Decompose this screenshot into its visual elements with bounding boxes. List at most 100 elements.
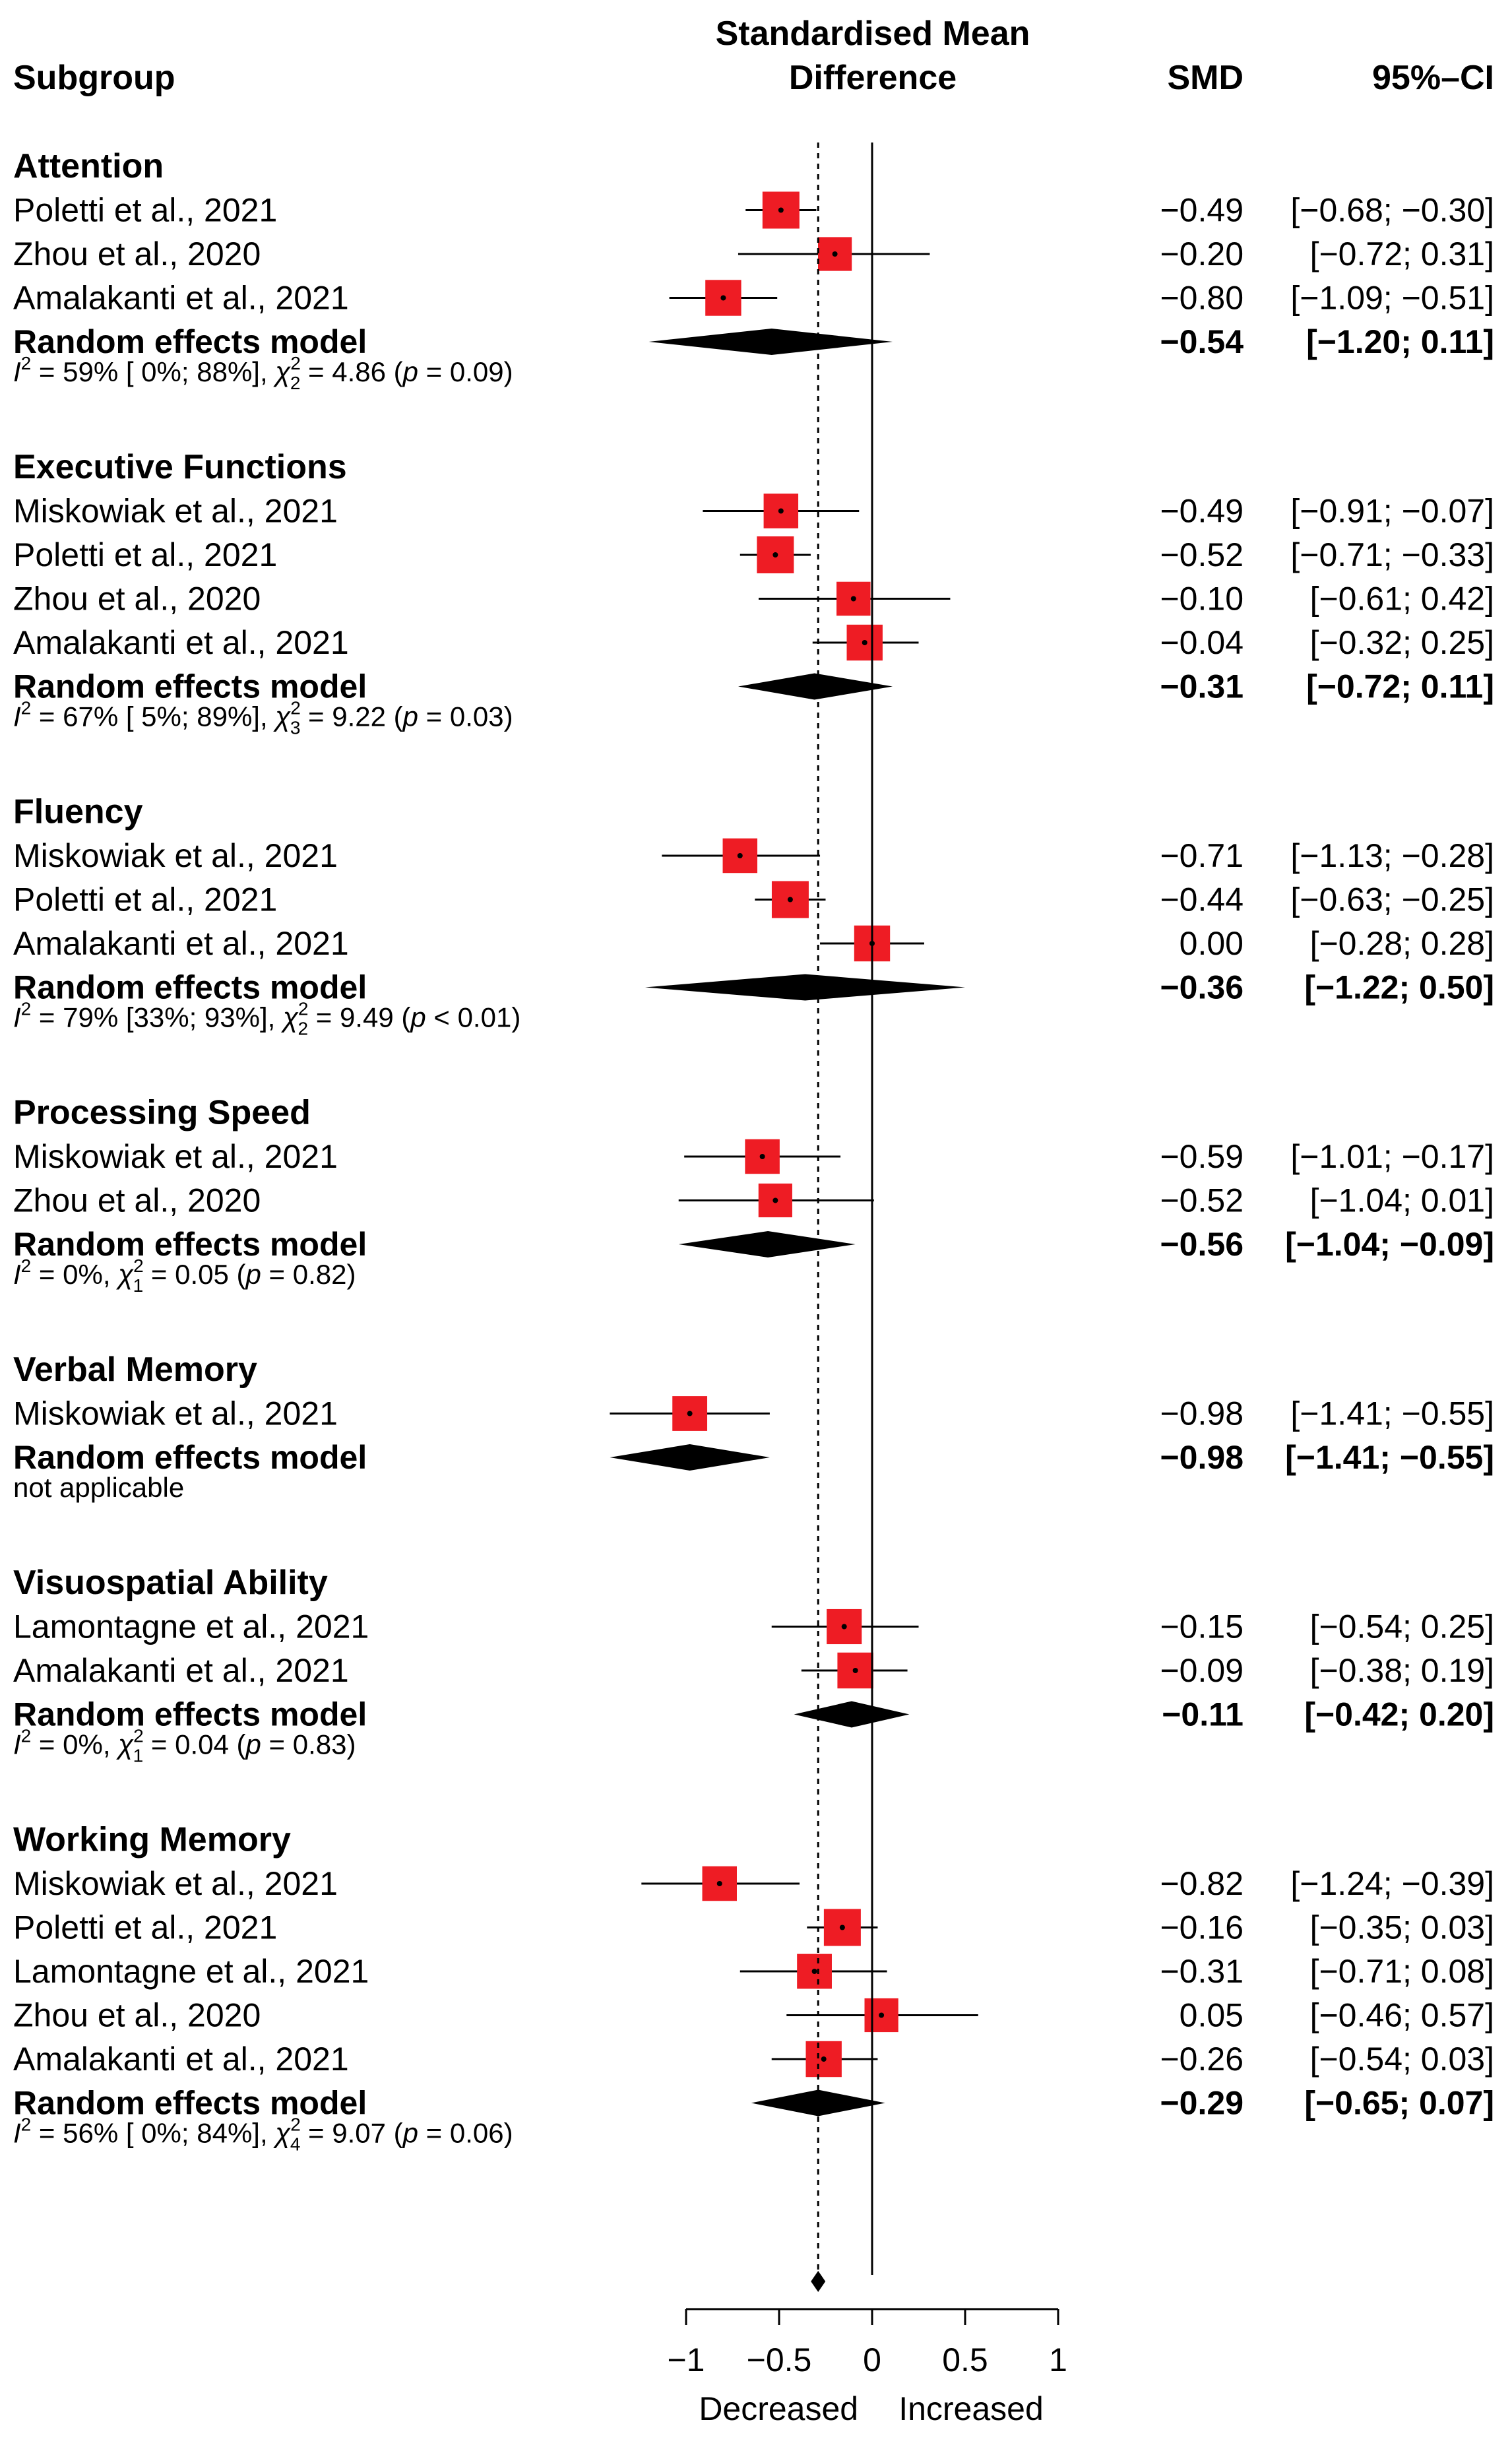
study-label: Miskowiak et al., 2021	[13, 837, 338, 874]
group-title-visuospatial-ability: Visuospatial Ability	[13, 1564, 328, 1602]
model-label: Random effects model	[13, 323, 367, 360]
study-label: Poletti et al., 2021	[13, 1909, 277, 1946]
model-diamond	[738, 673, 893, 700]
study-smd: −0.52	[1160, 536, 1244, 573]
study-ci: [−0.61; 0.42]	[1310, 581, 1494, 618]
effect-point	[841, 1624, 847, 1630]
effect-point	[778, 508, 784, 514]
study-ci: [−1.09; −0.51]	[1290, 280, 1494, 317]
model-diamond	[678, 1231, 856, 1257]
model-label: Random effects model	[13, 1696, 367, 1733]
model-diamond	[648, 329, 893, 355]
study-label: Poletti et al., 2021	[13, 536, 277, 573]
study-smd: −0.71	[1160, 837, 1244, 874]
effect-point	[772, 552, 778, 557]
study-label: Miskowiak et al., 2021	[13, 493, 338, 530]
study-smd: 0.05	[1180, 1997, 1244, 2034]
header-effect-line2: Difference	[789, 59, 957, 97]
model-ci: [−1.41; −0.55]	[1285, 1439, 1494, 1476]
study-label: Poletti et al., 2021	[13, 192, 277, 229]
model-ci: [−0.42; 0.20]	[1304, 1696, 1494, 1733]
effect-point	[787, 897, 793, 903]
study-label: Amalakanti et al., 2021	[13, 2041, 349, 2078]
study-label: Amalakanti et al., 2021	[13, 624, 349, 661]
model-diamond	[751, 2089, 885, 2116]
study-smd: −0.26	[1160, 2041, 1244, 2078]
model-label: Random effects model	[13, 668, 367, 705]
model-smd: −0.11	[1162, 1696, 1244, 1733]
header-ci: 95%–CI	[1372, 59, 1494, 97]
header-subgroup: Subgroup	[13, 59, 175, 97]
study-ci: [−1.04; 0.01]	[1310, 1182, 1494, 1219]
group-title-verbal-memory: Verbal Memory	[13, 1351, 257, 1389]
heterogeneity-text: I2 = 59% [ 0%; 88%], χ2 2 = 4.86 (p = 0.0…	[13, 353, 513, 393]
heterogeneity-text: I2 = 79% [33%; 93%], χ2 2 = 9.49 (p < 0.0…	[13, 999, 520, 1039]
model-ci: [−1.22; 0.50]	[1304, 969, 1494, 1006]
study-smd: −0.44	[1160, 881, 1244, 918]
model-smd: −0.98	[1160, 1439, 1244, 1476]
study-smd: −0.49	[1160, 493, 1244, 530]
model-smd: −0.31	[1160, 668, 1244, 705]
study-label: Miskowiak et al., 2021	[13, 1138, 338, 1175]
x-axis-label-decreased: Decreased	[699, 2390, 858, 2427]
effect-point	[862, 640, 867, 645]
study-ci: [−0.32; 0.25]	[1310, 624, 1494, 661]
study-label: Lamontagne et al., 2021	[13, 1608, 369, 1645]
overall-diamond	[811, 2271, 826, 2292]
study-ci: [−0.38; 0.19]	[1310, 1652, 1494, 1689]
model-smd: −0.36	[1160, 969, 1244, 1006]
study-label: Miskowiak et al., 2021	[13, 1865, 338, 1902]
group-title-fluency: Fluency	[13, 793, 143, 831]
model-ci: [−0.72; 0.11]	[1306, 668, 1494, 705]
study-ci: [−1.41; −0.55]	[1290, 1395, 1494, 1432]
header-smd: SMD	[1167, 59, 1244, 97]
heterogeneity-text: I2 = 0%, χ2 1 = 0.04 (p = 0.83)	[13, 1726, 356, 1766]
effect-point	[716, 1881, 722, 1886]
study-ci: [−0.46; 0.57]	[1310, 1997, 1494, 2034]
effect-point	[879, 2012, 885, 2018]
study-label: Miskowiak et al., 2021	[13, 1395, 338, 1432]
study-label: Amalakanti et al., 2021	[13, 1652, 349, 1689]
x-tick-label: 0.5	[942, 2341, 988, 2378]
study-ci: [−0.71; −0.33]	[1290, 536, 1494, 573]
model-diamond	[794, 1701, 910, 1728]
header-effect-line1: Standardised Mean	[716, 15, 1030, 53]
group-title-working-memory: Working Memory	[13, 1821, 291, 1859]
study-smd: −0.59	[1160, 1138, 1244, 1175]
study-ci: [−0.68; −0.30]	[1290, 192, 1494, 229]
effect-point	[687, 1411, 693, 1416]
model-diamond	[645, 974, 965, 1001]
study-label: Amalakanti et al., 2021	[13, 280, 349, 317]
study-ci: [−0.63; −0.25]	[1290, 881, 1494, 918]
study-smd: −0.10	[1160, 581, 1244, 618]
study-smd: −0.15	[1160, 1608, 1244, 1645]
study-smd: −0.82	[1160, 1865, 1244, 1902]
study-ci: [−0.54; 0.25]	[1310, 1608, 1494, 1645]
model-smd: −0.56	[1160, 1226, 1244, 1263]
model-label: Random effects model	[13, 1226, 367, 1263]
study-ci: [−1.24; −0.39]	[1290, 1865, 1494, 1902]
heterogeneity-text: I2 = 56% [ 0%; 84%], χ2 4 = 9.07 (p = 0.0…	[13, 2115, 513, 2155]
effect-point	[737, 853, 743, 858]
x-tick-label: 1	[1049, 2341, 1067, 2378]
model-label: Random effects model	[13, 969, 367, 1006]
group-title-processing-speed: Processing Speed	[13, 1094, 311, 1132]
study-label: Lamontagne et al., 2021	[13, 1953, 369, 1990]
study-ci: [−1.13; −0.28]	[1290, 837, 1494, 874]
study-smd: −0.16	[1160, 1909, 1244, 1946]
study-label: Poletti et al., 2021	[13, 881, 277, 918]
study-smd: −0.52	[1160, 1182, 1244, 1219]
x-axis-label-increased: Increased	[898, 2390, 1044, 2427]
heterogeneity-text: not applicable	[13, 1472, 184, 1503]
effect-point	[821, 2056, 827, 2062]
effect-point	[759, 1154, 765, 1159]
study-ci: [−1.01; −0.17]	[1290, 1138, 1494, 1175]
model-label: Random effects model	[13, 2085, 367, 2122]
study-label: Amalakanti et al., 2021	[13, 925, 349, 962]
heterogeneity-text: I2 = 0%, χ2 1 = 0.05 (p = 0.82)	[13, 1256, 356, 1296]
model-smd: −0.29	[1160, 2085, 1244, 2122]
group-title-attention: Attention	[13, 147, 164, 185]
study-ci: [−0.35; 0.03]	[1310, 1909, 1494, 1946]
effect-point	[772, 1197, 778, 1203]
